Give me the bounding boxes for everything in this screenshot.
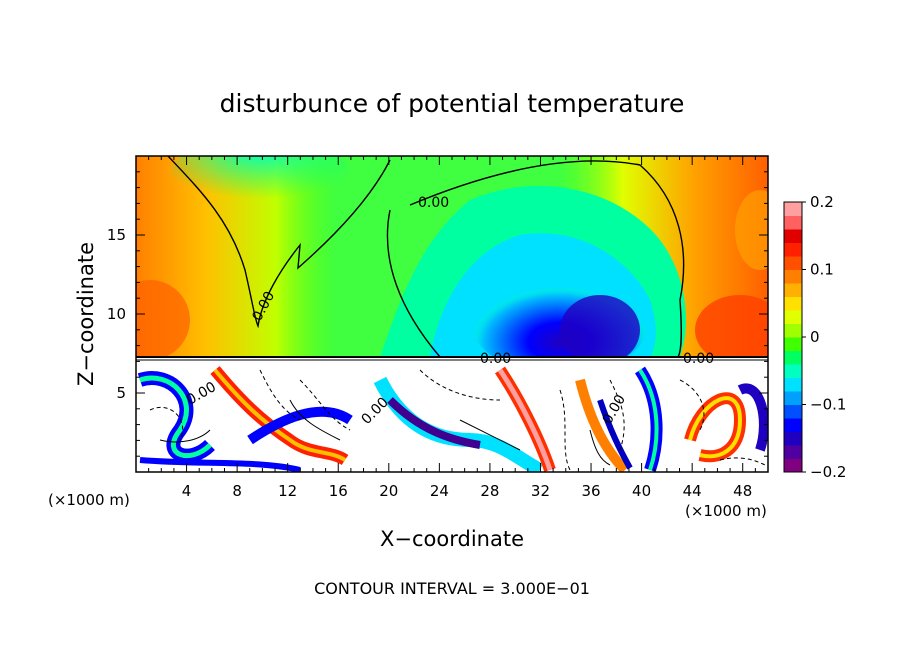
x-tick-label: 40 [632, 482, 651, 500]
x-unit-left: (×1000 m) [48, 491, 130, 509]
colorbar-swatch [784, 418, 802, 432]
x-axis-label: X−coordinate [380, 527, 524, 551]
x-tick-label: 16 [329, 482, 348, 500]
chart-title: disturbunce of potential temperature [220, 89, 685, 118]
contour-label: 0.00 [683, 351, 714, 367]
contour-interval-note: CONTOUR INTERVAL = 3.000E−01 [314, 579, 590, 598]
colorbar-swatch [784, 404, 802, 419]
colorbar-tick-label: 0 [810, 328, 820, 346]
colorbar-swatch [784, 242, 802, 257]
colorbar-swatch [784, 296, 802, 311]
colorbar-swatch [784, 323, 802, 338]
colorbar-tick-label: 0.1 [810, 261, 834, 279]
x-tick-label: 48 [733, 482, 752, 500]
colorbar-swatch [784, 391, 802, 405]
x-tick-label: 8 [232, 482, 242, 500]
x-tick-label: 32 [531, 482, 550, 500]
colorbar-swatch [784, 269, 802, 284]
colorbar-swatch [784, 458, 802, 473]
colorbar-swatch [784, 283, 802, 297]
colorbar-swatch [784, 202, 802, 216]
y-tick-label: 10 [107, 305, 126, 323]
colorbar-swatch [784, 229, 802, 243]
lower-field [136, 357, 768, 472]
colorbar-swatch [784, 364, 802, 378]
x-tick-label: 12 [278, 482, 297, 500]
x-tick-label: 36 [581, 482, 600, 500]
colorbar-swatch [784, 256, 802, 270]
colorbar-tick-label: −0.1 [810, 396, 846, 414]
y-axis: 5 10 15 [107, 155, 768, 473]
colorbar-swatch [784, 377, 802, 392]
x-tick-label: 4 [182, 482, 192, 500]
x-unit-right: (×1000 m) [685, 502, 767, 520]
colorbar-swatch [784, 310, 802, 324]
contour-label: 0.00 [480, 351, 511, 367]
contour-label: 0.00 [418, 195, 449, 211]
colorbar-swatch [784, 337, 802, 351]
colorbar-swatch [784, 215, 802, 230]
colorbar [783, 201, 803, 473]
colorbar-swatch [784, 350, 802, 365]
y-tick-label: 15 [107, 226, 126, 244]
upper-field [136, 156, 768, 357]
colorbar-swatch [784, 431, 802, 446]
x-tick-label: 20 [379, 482, 398, 500]
y-tick-label: 5 [116, 384, 126, 402]
colorbar-ticks: 0.2 0.1 0 −0.1 −0.2 [802, 193, 846, 481]
colorbar-tick-label: 0.2 [810, 193, 834, 211]
colorbar-tick-label: −0.2 [810, 463, 846, 481]
x-tick-label: 24 [430, 482, 449, 500]
colorbar-swatch [784, 445, 802, 459]
x-axis: 4 8 12 16 20 24 28 32 36 40 44 48 [135, 156, 769, 500]
x-tick-label: 28 [480, 482, 499, 500]
x-tick-label: 44 [683, 482, 702, 500]
y-axis-label: Z−coordinate [74, 242, 98, 386]
